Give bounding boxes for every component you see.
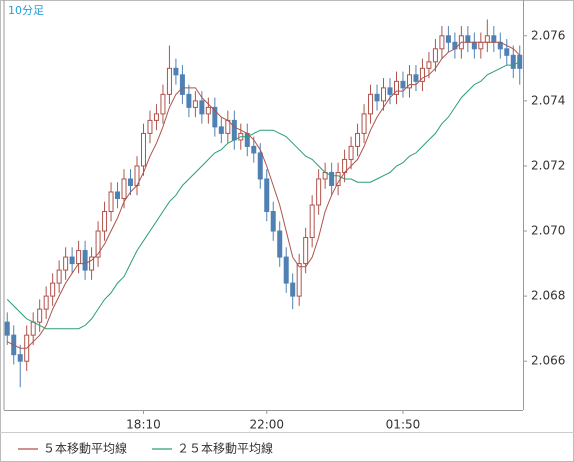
x-tick-label: 01:50: [386, 418, 421, 432]
candle-body: [102, 211, 108, 232]
candle-body: [264, 178, 270, 213]
candle-body: [4, 321, 10, 336]
candle-body: [387, 87, 393, 95]
candle-body: [30, 321, 36, 336]
candle-body: [355, 132, 361, 147]
candle-body: [400, 80, 406, 89]
candle-body: [381, 87, 387, 102]
candle-body: [368, 93, 374, 115]
candle-body: [166, 67, 172, 95]
y-tick-label: 2.072: [531, 158, 565, 172]
x-tick-label: 18:10: [126, 418, 161, 432]
legend-label: ５本移動平均線: [43, 441, 127, 456]
candle-body: [108, 191, 114, 213]
candle-body: [50, 282, 56, 297]
candle-body: [406, 74, 412, 89]
candle-body: [173, 67, 179, 76]
candle-body: [270, 211, 276, 232]
candle-body: [43, 295, 49, 310]
candle-body: [374, 93, 380, 102]
candle-body: [95, 230, 101, 258]
candle-body: [153, 113, 159, 121]
candle-body: [160, 93, 166, 115]
candle-body: [426, 61, 432, 69]
candle-body: [192, 100, 198, 108]
legend-label: ２５本移動平均線: [177, 441, 273, 456]
candle-body: [478, 41, 484, 50]
candle-body: [465, 35, 471, 43]
candle-body: [419, 67, 425, 82]
candle-body: [63, 256, 69, 271]
candle-body: [199, 100, 205, 115]
y-tick-label: 2.076: [531, 28, 565, 42]
candle-body: [316, 178, 322, 206]
candle-body: [471, 41, 477, 50]
candle-body: [432, 48, 438, 63]
candle-body: [121, 178, 127, 199]
candle-body: [17, 354, 23, 362]
moving-average-line: [6, 41, 521, 349]
y-tick-label: 2.070: [531, 224, 565, 238]
x-tick-label: 22:00: [249, 418, 284, 432]
candle-body: [76, 250, 82, 265]
candle-body: [140, 132, 146, 167]
y-tick-label: 2.066: [531, 354, 565, 368]
candle-body: [484, 35, 490, 43]
candle-body: [186, 93, 192, 108]
candle-body: [290, 282, 296, 297]
candle-body: [439, 35, 445, 50]
candle-body: [205, 106, 211, 115]
candle-body: [361, 113, 367, 134]
candle-body: [179, 74, 185, 95]
candle-body: [510, 54, 516, 69]
candle-body: [491, 35, 497, 43]
candle-body: [115, 191, 121, 199]
moving-average-line: [6, 61, 521, 330]
candle-body: [128, 178, 134, 186]
candle-body: [251, 145, 257, 154]
candle-body: [348, 145, 354, 160]
candle-body: [257, 152, 263, 180]
candle-body: [296, 263, 302, 297]
candle-body: [231, 119, 237, 141]
candle-body: [212, 106, 218, 128]
candle-body: [393, 80, 399, 95]
candle-body: [69, 256, 75, 265]
candle-body: [413, 74, 419, 82]
candle-body: [56, 269, 62, 284]
candle-body: [335, 171, 341, 186]
candle-body: [445, 35, 451, 43]
candle-body: [89, 256, 95, 271]
chart-title: 10分足: [8, 4, 44, 17]
candle-body: [283, 256, 289, 284]
y-tick-label: 2.074: [531, 93, 565, 107]
candle-body: [218, 126, 224, 134]
candle-body: [82, 250, 88, 271]
y-tick-label: 2.068: [531, 289, 565, 303]
candle-body: [329, 171, 335, 186]
candle-body: [303, 237, 309, 265]
candle-body: [37, 308, 43, 323]
candle-body: [277, 230, 283, 258]
candle-body: [504, 48, 510, 56]
candle-body: [309, 204, 315, 239]
candle-body: [147, 119, 153, 134]
